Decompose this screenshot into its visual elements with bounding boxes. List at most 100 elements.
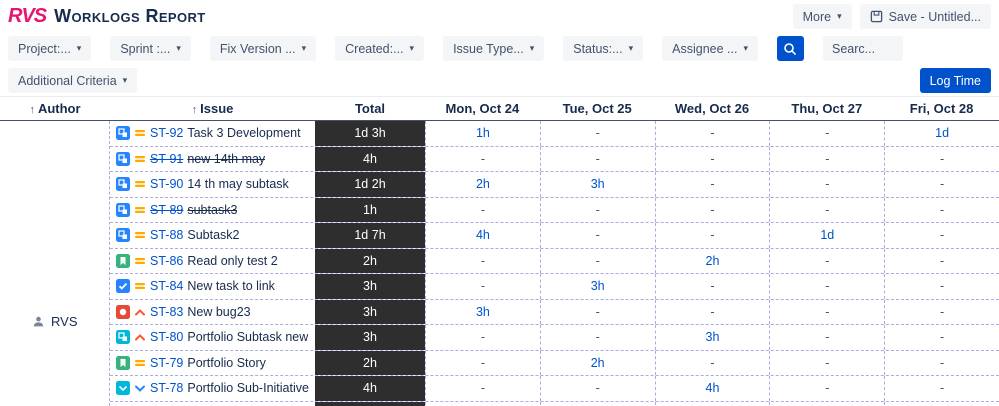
issue-cell: ST-80 Portfolio Subtask new (110, 325, 315, 350)
total-cell: 2h (315, 248, 425, 273)
issue-key-link[interactable]: ST-80 (150, 330, 184, 345)
issue-key-link[interactable]: ST-86 (150, 253, 184, 268)
issue-key-link[interactable]: ST-88 (150, 228, 184, 243)
day-cell-worklog[interactable]: 4h (654, 376, 770, 401)
issue-summary: Portfolio Sub-Initiative (187, 381, 309, 396)
filter-project-label: Project:... (18, 41, 71, 56)
worklog-link[interactable]: 2h (705, 253, 720, 268)
top-actions: More ▾ Save - Untitled... (792, 4, 991, 29)
worklog-link[interactable]: 2h (475, 177, 490, 192)
issue-cell: ST-90 14 th may subtask (110, 172, 315, 197)
day-cell-empty: - (769, 350, 884, 375)
day-header-label: Fri, Oct 28 (909, 101, 974, 116)
log-time-button[interactable]: Log Time (919, 68, 991, 93)
worklog-link[interactable]: 4h (475, 228, 490, 243)
worklog-link[interactable]: 2h (590, 355, 605, 370)
day-cell-empty: - (654, 350, 770, 375)
day-cell-empty: - (769, 172, 884, 197)
search-input[interactable] (822, 36, 903, 61)
sort-ascending-icon: ↑ (191, 104, 198, 116)
issue-summary: Portfolio Story (187, 355, 266, 370)
day-cell-empty: - (769, 197, 884, 222)
filter-project[interactable]: Project:... ▾ (8, 36, 92, 61)
search-button[interactable] (776, 36, 804, 61)
worklog-link[interactable]: 1d (820, 228, 835, 243)
priority-medium-icon (134, 357, 146, 369)
day-cell-empty: - (425, 274, 540, 299)
issue-type-subtask-icon (116, 228, 130, 243)
worklog-link[interactable]: 3h (705, 330, 720, 345)
day-cell-empty: - (884, 274, 999, 299)
day-cell-worklog[interactable]: 2h (539, 350, 655, 375)
priority-medium-icon (134, 178, 146, 190)
worklog-link[interactable]: 3h (475, 304, 490, 319)
day-cell-empty: - (884, 325, 999, 350)
day-cell-empty: - (654, 274, 770, 299)
day-cell-empty: - (425, 376, 540, 401)
worklog-link[interactable]: 3h (590, 279, 605, 294)
total-cell: 3h (315, 325, 425, 350)
author-label: RVS (32, 314, 78, 329)
day-cell-worklog[interactable]: 4h (425, 223, 540, 248)
day-cell-empty: - (884, 299, 999, 324)
day-cell-empty (769, 401, 884, 406)
table-header: ↑ Author ↑ Issue Total Mon, Oct 24 Tue, Oc… (0, 96, 999, 121)
worklog-link[interactable]: 1h (475, 126, 490, 141)
issue-summary: subtask3 (187, 202, 238, 217)
day-cell-worklog[interactable]: 2h (654, 248, 770, 273)
total-cell: 2h (315, 350, 425, 375)
day-cell-worklog[interactable]: 3h (425, 299, 540, 324)
issue-header-label: Issue (200, 101, 234, 116)
issue-column-header[interactable]: ↑ Issue (110, 101, 315, 116)
filter-issue-type[interactable]: Issue Type... ▾ (443, 36, 545, 61)
filter-created[interactable]: Created:... ▾ (335, 36, 425, 61)
day-cell-worklog[interactable]: 1d (769, 223, 884, 248)
issue-key-link[interactable]: ST-79 (150, 355, 184, 370)
table-body-rows: ST-92 Task 3 Development 1d 3h 1h - - -1d ST-91… (110, 121, 999, 406)
day-cell-worklog[interactable]: 3h (539, 172, 655, 197)
filter-status[interactable]: Status:... ▾ (563, 36, 644, 61)
priority-low-icon (134, 382, 146, 394)
issue-key-link[interactable]: ST-83 (150, 304, 184, 319)
day-cell-worklog[interactable]: 3h (539, 274, 655, 299)
table-row: ST-90 14 th may subtask 1d 2h 2h 3h - - - (110, 172, 999, 198)
filter-fix-version[interactable]: Fix Version ... ▾ (209, 36, 317, 61)
more-button[interactable]: More ▾ (792, 4, 852, 29)
day-cell-empty: - (425, 146, 540, 171)
day-cell-empty: - (654, 172, 770, 197)
worklog-link[interactable]: 3h (590, 177, 605, 192)
total-cell: 1d 2h (315, 172, 425, 197)
day-cell-empty: - (539, 325, 655, 350)
page-title: Worklogs Report (54, 6, 206, 26)
issue-key-link[interactable]: ST-89 (150, 202, 184, 217)
day-cell-worklog[interactable]: 1h (425, 121, 540, 146)
table-row: ST-92 Task 3 Development 1d 3h 1h - - -1d (110, 121, 999, 147)
total-column-header: Total (315, 101, 425, 116)
total-cell: 3h (315, 274, 425, 299)
table-body: RVS ST-92 Task 3 Development 1d 3h 1h - - -1d S… (0, 121, 999, 406)
day-cell-empty: - (769, 274, 884, 299)
day-cell-worklog[interactable]: 3h (654, 325, 770, 350)
worklog-link[interactable]: 4h (705, 381, 720, 396)
day-cell-worklog[interactable]: 2h (425, 172, 540, 197)
priority-high-icon (134, 331, 146, 343)
issue-key-link[interactable]: ST-91 (150, 151, 184, 166)
filter-sprint[interactable]: Sprint :... ▾ (110, 36, 191, 61)
day-cell-empty: - (769, 146, 884, 171)
day-cell-empty: - (654, 121, 770, 146)
issue-key-link[interactable]: ST-78 (150, 381, 184, 396)
worklog-link[interactable]: 1d (935, 126, 950, 141)
day-cell-worklog[interactable]: 1d (884, 121, 999, 146)
author-column-header[interactable]: ↑ Author (0, 101, 110, 116)
day-cell-empty: - (425, 350, 540, 375)
issue-summary: Subtask2 (187, 228, 240, 243)
additional-criteria-label: Additional Criteria (18, 73, 117, 88)
additional-criteria-button[interactable]: Additional Criteria ▾ (8, 68, 138, 93)
issue-key-link[interactable]: ST-84 (150, 279, 184, 294)
save-button[interactable]: Save - Untitled... (859, 4, 991, 29)
filter-assignee[interactable]: Assignee ... ▾ (662, 36, 758, 61)
issue-key-link[interactable]: ST-92 (150, 126, 184, 141)
issue-key-link[interactable]: ST-90 (150, 177, 184, 192)
day-cell-empty: - (884, 376, 999, 401)
issue-cell: ST-92 Task 3 Development (110, 121, 315, 146)
